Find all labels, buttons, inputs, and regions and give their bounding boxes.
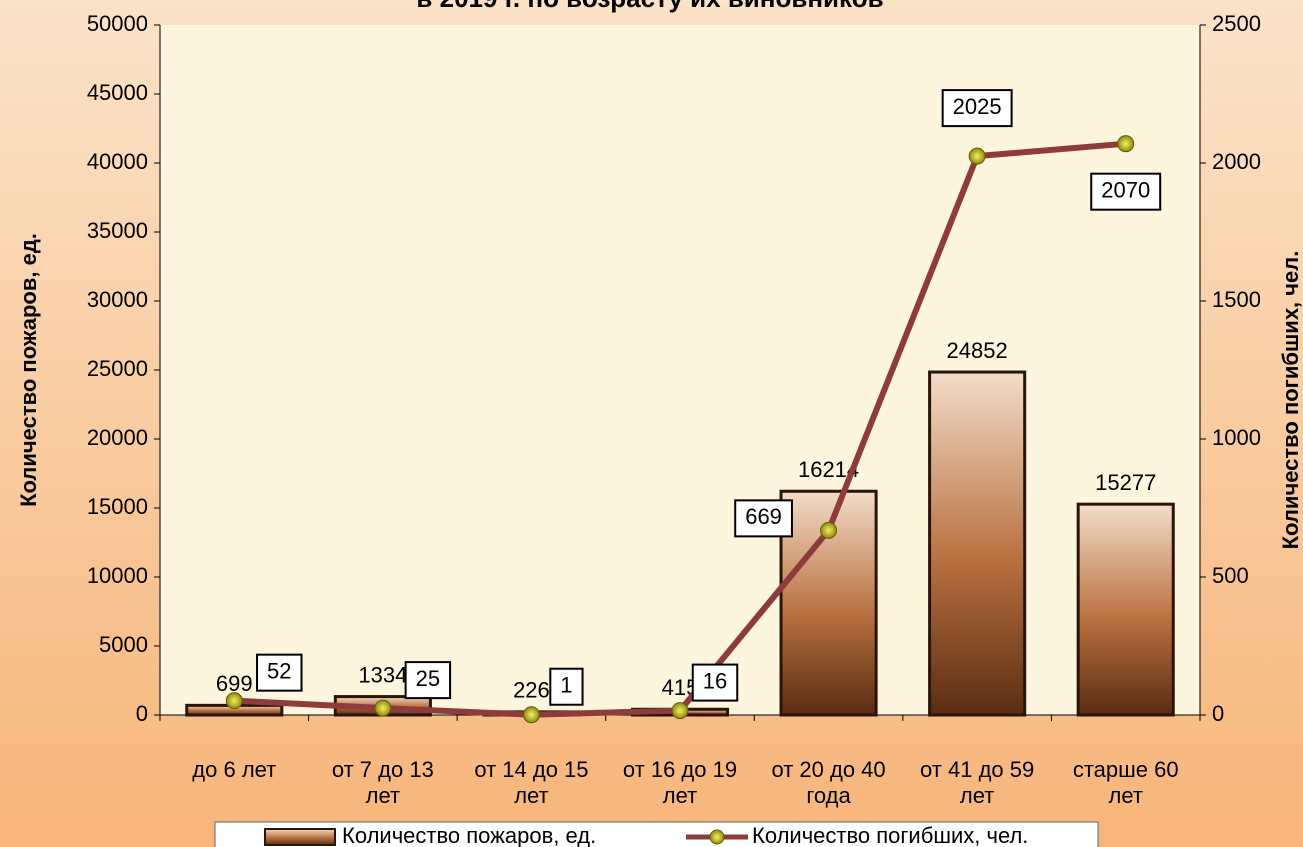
y2-tick-label: 1000 [1212,425,1261,450]
y2-axis-title: Количество погибших, чел. [1278,251,1303,550]
line-value-label: 25 [416,666,440,691]
y-tick-label: 15000 [87,494,148,519]
line-value-label: 52 [267,658,291,683]
y2-tick-label: 2000 [1212,149,1261,174]
bar [779,489,878,717]
line-value-label-box [691,663,739,702]
x-tick-label: от 20 до 40 года [771,757,886,808]
bar [928,370,1027,717]
line-value-label: 1 [560,673,572,698]
x-tick-label: старше 60 лет [1072,757,1179,808]
bar-value-label: 699 [216,671,253,696]
x-tick-label: от 7 до 13 лет [331,757,434,808]
line-marker [671,702,689,720]
line-value-label: 669 [745,504,782,529]
y-tick-label: 10000 [87,563,148,588]
chart-title: в 2019 г. по возрасту их виновников [416,0,883,13]
y-tick-label: 40000 [87,149,148,174]
y-axis-title: Количество пожаров, ед. [16,233,41,507]
y-tick-label: 30000 [87,287,148,312]
y-tick-label: 5000 [99,632,148,657]
line-value-label-box [256,653,303,692]
x-tick-label: от 16 до 19 лет [622,757,738,808]
line-value-label-box [549,667,584,706]
legend-swatch-bar [264,828,336,846]
y-tick-label: 20000 [87,425,148,450]
x-tick-label: до 6 лет [192,757,277,782]
bar-value-label: 15277 [1095,470,1156,495]
legend-label: Количество пожаров, ед. [342,823,596,847]
legend [214,821,1099,847]
x-tick-label: от 41 до 59 лет [920,757,1035,808]
line-value-label-box [1090,172,1162,211]
y2-tick-label: 500 [1212,563,1249,588]
line-marker [522,706,540,724]
line-value-label: 16 [703,668,727,693]
y2-tick-label: 0 [1212,701,1224,726]
line-value-label-box [734,499,793,538]
y-tick-label: 45000 [87,80,148,105]
line-marker [225,692,243,710]
line-value-label-box [404,661,452,700]
legend-label: Количество погибших, чел. [752,823,1028,847]
bar-value-label: 24852 [947,338,1008,363]
bar [1076,502,1175,717]
line-marker [820,521,838,539]
line-marker [968,147,986,165]
y-tick-label: 25000 [87,356,148,381]
line-value-label: 2025 [953,94,1002,119]
plot-area [160,25,1200,715]
line-value-label: 2070 [1101,177,1150,202]
bar-value-label: 1334 [358,662,407,687]
legend-swatch-marker [709,829,725,845]
line-value-label-box [941,89,1013,128]
y-tick-label: 0 [136,701,148,726]
bar-value-label: 226 [513,678,550,703]
y-tick-label: 50000 [87,11,148,36]
line-marker [1117,135,1135,153]
y2-tick-label: 1500 [1212,287,1261,312]
y-tick-label: 35000 [87,218,148,243]
line-marker [374,699,392,717]
y2-tick-label: 2500 [1212,11,1261,36]
x-tick-label: от 14 до 15 лет [474,757,589,808]
